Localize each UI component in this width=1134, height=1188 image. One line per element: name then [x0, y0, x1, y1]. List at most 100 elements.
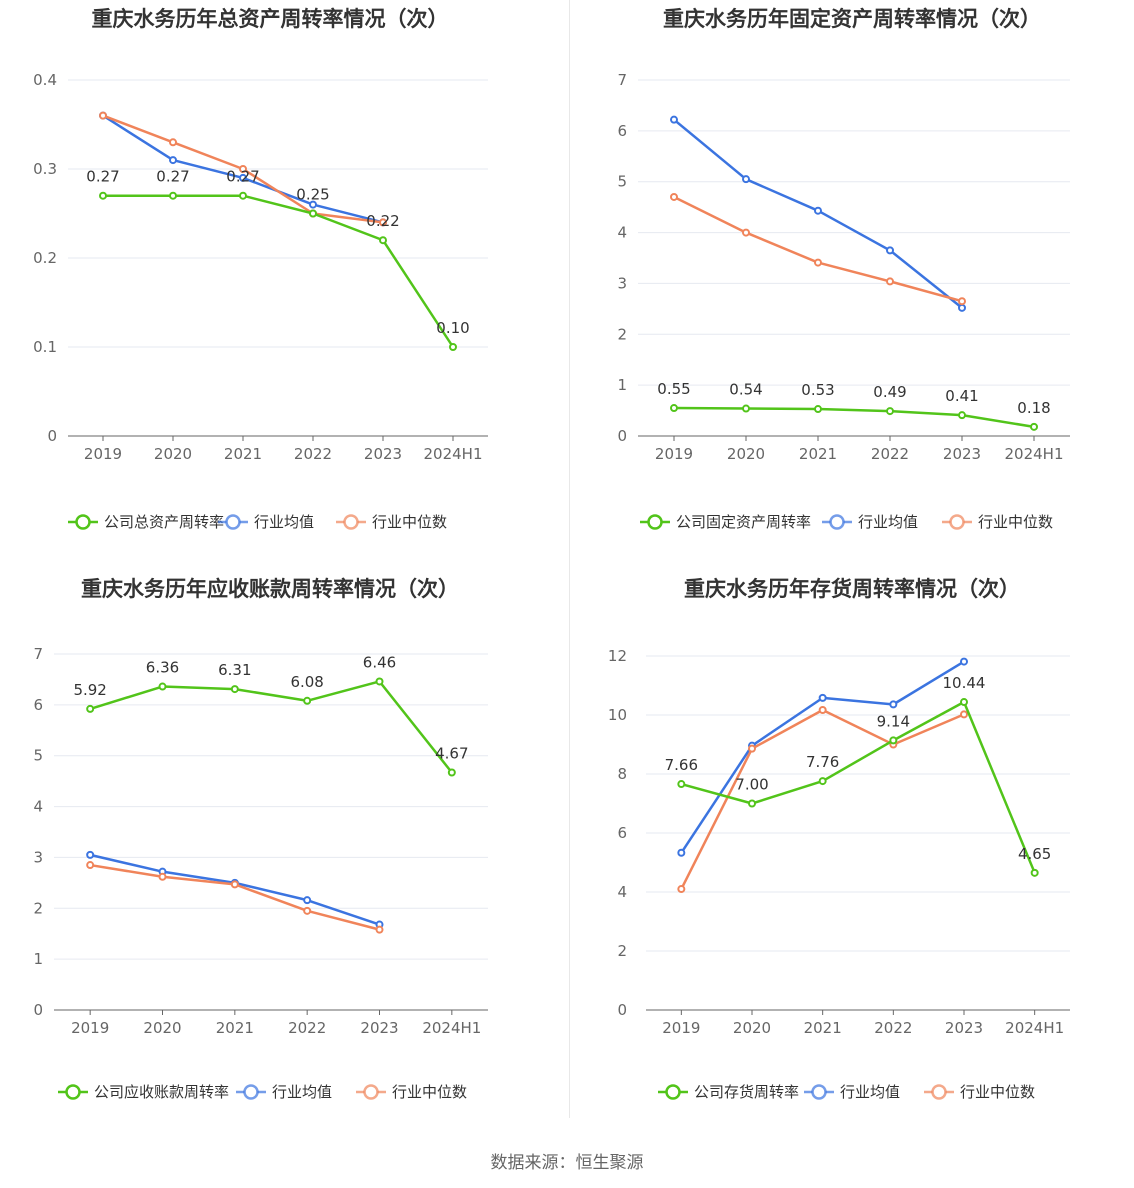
data-label: 6.08 — [290, 673, 323, 691]
data-label: 5.92 — [73, 681, 106, 699]
x-tick-label: 2022 — [294, 445, 332, 463]
chart-total-asset-turnover: 重庆水务历年总资产周转率情况（次） 0 0.1 0.2 0.3 0.4 2019 2020 20… — [0, 0, 568, 560]
data-label: 6.36 — [146, 659, 179, 677]
y-tick-label: 0 — [617, 427, 627, 445]
data-point-median — [886, 277, 894, 286]
legend-marker-circle — [931, 1084, 947, 1100]
y-tick-label: 6 — [33, 696, 43, 714]
data-point-median — [169, 138, 177, 147]
y-tick-label: 0 — [33, 1001, 43, 1019]
y-tick-label: 5 — [33, 747, 43, 765]
legend-label-median: 行业中位数 — [392, 1083, 467, 1101]
data-point-company — [960, 698, 968, 707]
x-tick-label: 2023 — [364, 445, 402, 463]
data-point-company — [309, 209, 317, 218]
x-tick-label: 2021 — [224, 445, 262, 463]
data-point-median — [748, 744, 756, 753]
x-tick-label: 2024H1 — [1005, 445, 1064, 463]
data-point-company — [449, 343, 457, 351]
y-tick-label: 2 — [617, 942, 627, 960]
data-point-company — [239, 191, 247, 200]
x-tick-label: 2020 — [143, 1019, 181, 1037]
data-label: 10.44 — [943, 674, 986, 692]
y-tick-label: 0 — [617, 1001, 627, 1019]
series-line-company — [673, 406, 1035, 429]
data-point-avg — [889, 700, 898, 709]
data-label: 9.14 — [877, 712, 910, 730]
x-tick-label: 2023 — [943, 445, 981, 463]
data-point-company — [814, 405, 822, 414]
y-tick-label: 5 — [617, 173, 627, 191]
legend-marker-circle — [949, 514, 965, 530]
data-point-avg — [303, 896, 312, 905]
data-source-note: 数据来源：恒生聚源 — [490, 1153, 644, 1173]
y-tick-label: 1 — [33, 950, 43, 968]
data-point-company — [447, 768, 456, 777]
data-point-avg — [960, 657, 968, 666]
series-line-company — [103, 194, 455, 348]
data-label: 7.76 — [806, 753, 839, 771]
x-tick-label: 2024H1 — [1005, 1019, 1064, 1037]
data-point-company — [230, 685, 239, 694]
data-point-median — [677, 885, 686, 894]
data-label: 0.54 — [729, 381, 762, 399]
data-point-median — [379, 218, 387, 227]
x-tick-label: 2022 — [871, 445, 909, 463]
data-point-company — [379, 236, 387, 245]
legend-marker-circle — [363, 1084, 379, 1100]
data-point-avg — [86, 850, 95, 859]
data-point-company — [677, 780, 686, 789]
data-point-median — [814, 258, 822, 267]
data-point-median — [158, 872, 167, 881]
legend-label-avg: 行业均值 — [272, 1083, 332, 1101]
data-point-median — [86, 861, 95, 870]
legend-label-avg: 行业均值 — [254, 513, 314, 531]
data-label: 0.41 — [945, 387, 978, 405]
data-label: 0.49 — [873, 383, 906, 401]
y-tick-label: 0.1 — [33, 338, 57, 356]
chart-svg-receivable: 重庆水务历年应收账款周转率情况（次） 0 1 2 3 4 5 6 7 2019 2020 2021 20… — [33, 577, 488, 1101]
data-label: 0.27 — [86, 168, 119, 186]
y-tick-label: 12 — [608, 647, 627, 665]
y-tick-label: 4 — [617, 883, 627, 901]
y-tick-label: 2 — [33, 899, 43, 917]
chart-fixed-asset-turnover: 重庆水务历年固定资产周转率情况（次） 0 1 2 3 4 5 6 7 2019 2020 2021 20… — [570, 0, 1134, 560]
data-point-median — [99, 111, 107, 120]
data-label: 0.27 — [226, 168, 259, 186]
legend-label-company: 公司固定资产周转率 — [676, 513, 811, 531]
x-tick-label: 2021 — [804, 1019, 842, 1037]
data-point-avg — [670, 115, 678, 124]
data-point-avg — [814, 206, 822, 215]
data-point-company — [1030, 422, 1038, 431]
x-tick-label: 2022 — [288, 1019, 326, 1037]
x-tick-label: 2024H1 — [424, 445, 483, 463]
data-point-avg — [818, 693, 827, 702]
data-point-median — [303, 906, 312, 915]
data-label: 0.53 — [801, 381, 834, 399]
data-point-median — [239, 165, 247, 173]
x-tick-label: 2020 — [733, 1019, 771, 1037]
legend-marker-circle — [665, 1084, 681, 1100]
data-label: 0.18 — [1017, 399, 1050, 417]
y-tick-label: 4 — [33, 798, 43, 816]
y-tick-label: 0 — [47, 427, 57, 445]
legend-marker-circle — [75, 514, 91, 530]
data-point-company — [169, 191, 177, 200]
chart-receivable-turnover: 重庆水务历年应收账款周转率情况（次） 0 1 2 3 4 5 6 7 2019 2020 2021 20… — [0, 570, 568, 1130]
data-label: 0.27 — [156, 168, 189, 186]
legend-label-company: 公司应收账款周转率 — [94, 1083, 229, 1101]
y-tick-label: 10 — [608, 706, 627, 724]
legend-marker-circle — [243, 1084, 259, 1100]
y-tick-label: 1 — [617, 376, 627, 394]
series-line-median — [89, 863, 380, 931]
data-label: 4.65 — [1018, 845, 1051, 863]
legend-label-avg: 行业均值 — [858, 513, 918, 531]
data-point-median — [742, 228, 750, 237]
x-tick-label: 2024H1 — [422, 1019, 481, 1037]
data-label: 0.55 — [657, 380, 690, 398]
data-label: 0.22 — [366, 212, 399, 230]
data-point-median — [958, 297, 966, 306]
data-point-avg — [309, 200, 317, 209]
data-point-company — [886, 407, 894, 416]
y-tick-label: 0.3 — [33, 160, 57, 178]
